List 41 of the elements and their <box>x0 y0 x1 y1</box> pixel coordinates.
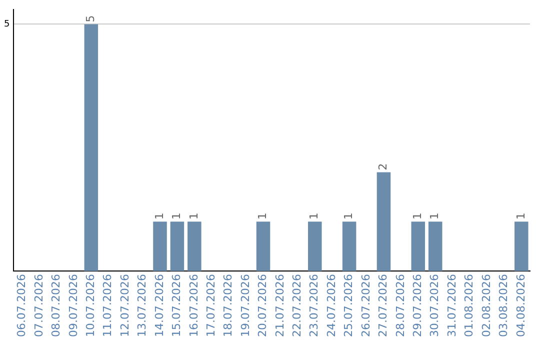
x-tick-label: 14.07.2026 <box>152 274 166 338</box>
x-tick-label: 25.07.2026 <box>342 274 356 338</box>
data-label: 1 <box>411 212 424 220</box>
x-tick-label: 13.07.2026 <box>136 274 149 338</box>
x-tick-label: 06.07.2026 <box>15 274 28 338</box>
x-tick-label: 24.07.2026 <box>324 274 338 338</box>
x-tick-label: 04.08.2026 <box>514 274 528 338</box>
data-label: 1 <box>187 212 200 220</box>
x-tick-label: 07.07.2026 <box>32 274 46 338</box>
x-tick-label: 31.07.2026 <box>445 274 458 338</box>
x-tick-label: 27.07.2026 <box>376 274 390 338</box>
data-label: 1 <box>256 212 270 220</box>
x-tick-label: 01.08.2026 <box>462 274 476 338</box>
x-tick-label: 12.07.2026 <box>118 274 132 338</box>
data-label: 1 <box>342 212 356 220</box>
x-tick-label: 21.07.2026 <box>273 274 286 338</box>
data-label: 1 <box>428 212 442 220</box>
data-label: 1 <box>514 212 528 220</box>
data-label: 1 <box>152 212 166 220</box>
x-tick-label: 17.07.2026 <box>204 274 218 338</box>
x-tick-label: 11.07.2026 <box>101 274 114 338</box>
x-tick-label: 22.07.2026 <box>290 274 304 338</box>
x-tick-label: 26.07.2026 <box>359 274 372 338</box>
data-label: 2 <box>376 163 390 170</box>
x-tick-label: 30.07.2026 <box>428 274 442 338</box>
x-tick-label: 29.07.2026 <box>411 274 424 338</box>
x-tick-label: 19.07.2026 <box>238 274 252 338</box>
x-tick-label: 15.07.2026 <box>170 274 184 338</box>
x-tick-label: 08.07.2026 <box>50 274 63 338</box>
x-tick-label: 23.07.2026 <box>308 274 321 338</box>
data-label: 1 <box>308 212 321 220</box>
x-tick-label: 28.07.2026 <box>394 274 407 338</box>
data-label: 1 <box>170 212 184 220</box>
x-tick-label: 20.07.2026 <box>256 274 270 338</box>
x-tick-label: 09.07.2026 <box>66 274 80 338</box>
data-label: 5 <box>84 15 98 22</box>
x-tick-label: 03.08.2026 <box>497 274 510 338</box>
x-tick-label: 10.07.2026 <box>84 274 98 338</box>
x-tick-label: 18.07.2026 <box>222 274 235 338</box>
x-tick-label: 02.08.2026 <box>480 274 493 338</box>
x-tick-label: 16.07.2026 <box>187 274 200 338</box>
